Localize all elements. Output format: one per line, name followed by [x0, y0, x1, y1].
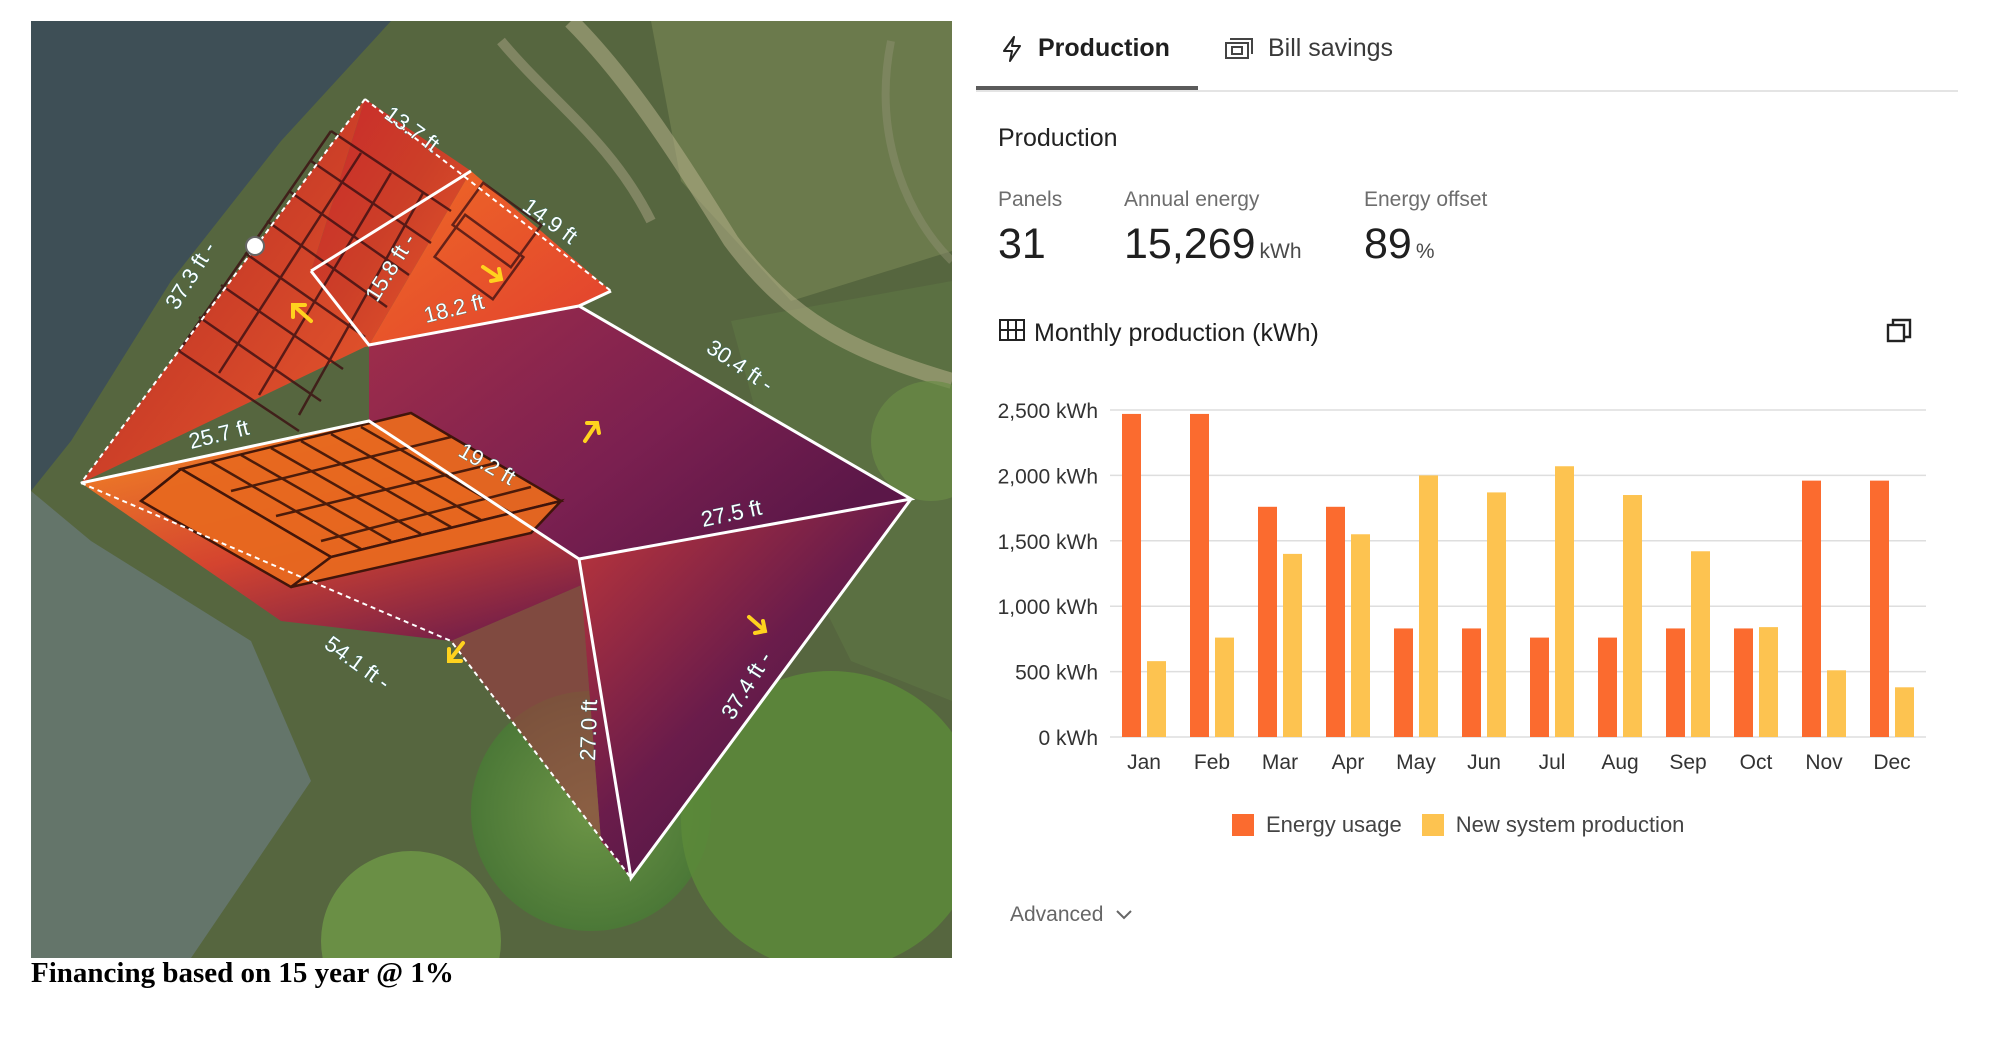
x-tick-label: Jul: [1539, 751, 1566, 774]
legend-swatch-production: [1421, 814, 1444, 836]
bar-new-system-production[interactable]: [1555, 466, 1574, 737]
financing-caption: Financing based on 15 year @ 1%: [31, 957, 454, 989]
bar-energy-usage[interactable]: [1734, 628, 1753, 737]
stat-value: 15,269 kWh: [1124, 220, 1302, 269]
bar-energy-usage[interactable]: [1394, 628, 1413, 737]
x-tick-label: Sep: [1669, 751, 1706, 774]
bar-energy-usage[interactable]: [1326, 506, 1345, 737]
bar-new-system-production[interactable]: [1215, 637, 1234, 737]
production-panel: Production Bill savings Production Panel…: [976, 0, 1966, 1000]
stat-value: 89%: [1364, 220, 1487, 269]
chart-title: Monthly production (kWh): [998, 318, 1319, 349]
legend-item-energy-usage[interactable]: Energy usage: [1232, 812, 1402, 838]
stat-energy-offset: Energy offset 89%: [1364, 188, 1487, 269]
stat-unit: kWh: [1259, 240, 1302, 263]
x-tick-label: Aug: [1601, 751, 1638, 774]
annual-energy-value: 15,269: [1124, 220, 1256, 268]
bar-energy-usage[interactable]: [1122, 413, 1141, 737]
bar-energy-usage[interactable]: [1190, 413, 1209, 737]
tab-bill-savings[interactable]: Bill savings: [1224, 34, 1393, 63]
bar-new-system-production[interactable]: [1759, 627, 1778, 737]
x-tick-label: Oct: [1740, 751, 1773, 774]
table-icon: [998, 318, 1026, 349]
chart-legend: Energy usage New system production: [1232, 812, 1684, 838]
x-tick-label: Jun: [1467, 751, 1501, 774]
stat-label: Annual energy: [1124, 188, 1260, 211]
y-tick-label: 2,000 kWh: [998, 465, 1098, 488]
bar-new-system-production[interactable]: [1419, 475, 1438, 737]
legend-swatch-usage: [1232, 814, 1254, 836]
roof-map-drawing: 13.7 ft 14.9 ft 37.3 ft - 15.8 ft - 18.2…: [31, 21, 952, 958]
bar-energy-usage[interactable]: [1870, 480, 1889, 737]
section-title: Production: [998, 124, 1118, 152]
copy-icon[interactable]: [1884, 316, 1914, 351]
y-tick-label: 0 kWh: [1038, 727, 1098, 750]
tab-bar: Production Bill savings: [976, 20, 1958, 92]
tab-label: Bill savings: [1268, 34, 1394, 62]
y-tick-label: 500 kWh: [1015, 662, 1098, 685]
x-tick-label: Nov: [1805, 751, 1843, 774]
measurement-label: 27.0 ft: [575, 699, 602, 761]
bar-energy-usage[interactable]: [1530, 637, 1549, 737]
legend-label: Energy usage: [1266, 812, 1402, 837]
stat-label: Panels: [998, 188, 1063, 211]
bar-new-system-production[interactable]: [1895, 687, 1914, 737]
stat-label: Energy offset: [1364, 188, 1488, 211]
y-tick-label: 1,500 kWh: [998, 531, 1098, 554]
chart-title-text: Monthly production (kWh): [1034, 319, 1319, 347]
bar-new-system-production[interactable]: [1691, 551, 1710, 737]
bar-new-system-production[interactable]: [1827, 670, 1846, 737]
advanced-toggle[interactable]: Advanced: [1010, 903, 1133, 927]
y-tick-label: 1,000 kWh: [998, 596, 1098, 619]
stat-annual-energy: Annual energy 15,269 kWh: [1124, 188, 1302, 269]
energy-offset-value: 89: [1364, 220, 1412, 268]
bar-energy-usage[interactable]: [1462, 628, 1481, 737]
tab-production[interactable]: Production: [1000, 34, 1170, 63]
bar-new-system-production[interactable]: [1147, 661, 1166, 737]
x-tick-label: May: [1396, 751, 1436, 774]
x-tick-label: Feb: [1194, 751, 1230, 774]
bar-energy-usage[interactable]: [1598, 637, 1617, 737]
x-tick-label: Mar: [1262, 751, 1298, 774]
chevron-down-icon: [1115, 903, 1133, 927]
legend-item-new-system-production[interactable]: New system production: [1421, 812, 1685, 838]
monthly-production-chart: 0 kWh 500 kWh 1,000 kWh 1,500 kWh 2,000 kWh 2…: [998, 400, 1926, 774]
bar-new-system-production[interactable]: [1487, 492, 1506, 737]
bar-new-system-production[interactable]: [1623, 495, 1642, 737]
bar-new-system-production[interactable]: [1283, 553, 1302, 737]
advanced-label: Advanced: [1010, 903, 1104, 926]
bar-new-system-production[interactable]: [1351, 534, 1370, 737]
roof-map[interactable]: 13.7 ft 14.9 ft 37.3 ft - 15.8 ft - 18.2…: [31, 21, 952, 958]
lightning-icon: [1000, 35, 1024, 63]
tab-label: Production: [1038, 34, 1170, 62]
x-tick-label: Apr: [1332, 751, 1365, 774]
x-tick-label: Dec: [1873, 751, 1910, 774]
legend-label: New system production: [1455, 812, 1685, 837]
bill-icon: [1224, 37, 1254, 61]
bar-energy-usage[interactable]: [1258, 506, 1277, 737]
stat-panels: Panels 31: [998, 188, 1062, 269]
y-tick-label: 2,500 kWh: [998, 400, 1098, 423]
bar-energy-usage[interactable]: [1666, 628, 1685, 737]
panels-count: 31: [998, 220, 1046, 268]
bar-energy-usage[interactable]: [1802, 480, 1821, 737]
x-tick-label: Jan: [1127, 751, 1161, 774]
stat-value: 31: [998, 220, 1062, 269]
stat-unit: %: [1415, 240, 1435, 263]
active-tab-indicator: [976, 86, 1198, 90]
